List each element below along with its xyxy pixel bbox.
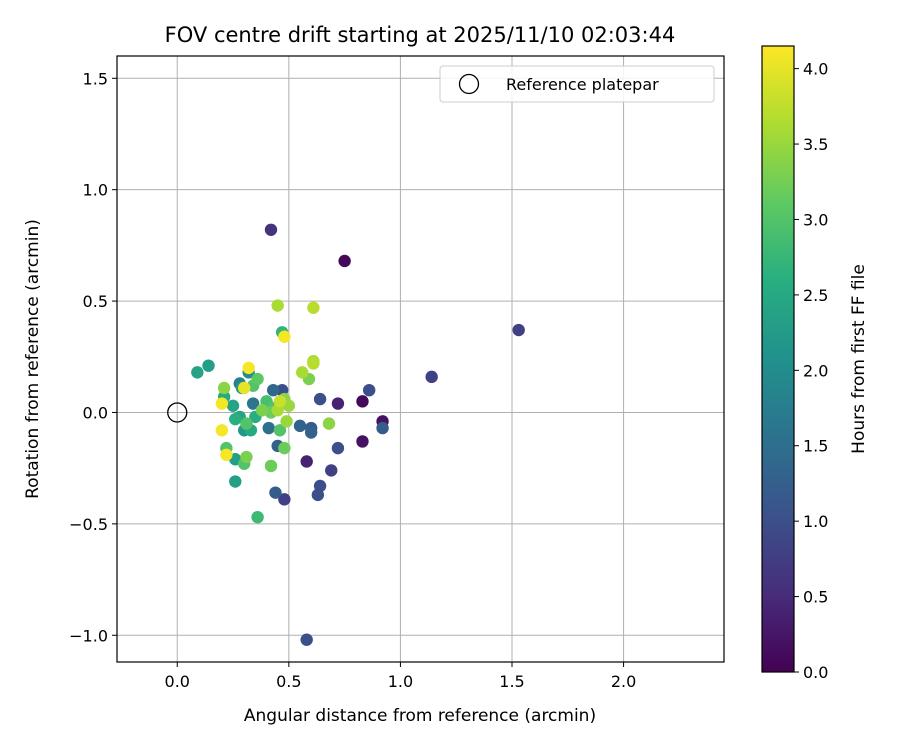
scatter-point: [251, 372, 264, 386]
y-tick-label: −1.0: [69, 626, 108, 645]
scatter-point: [238, 381, 251, 395]
scatter-point: [264, 223, 278, 236]
scatter-point: [325, 464, 338, 477]
scatter-point: [322, 417, 336, 430]
plot-frame: [116, 55, 725, 663]
legend: Reference platepar: [439, 65, 715, 103]
scatter-point: [246, 397, 260, 410]
x-axis-ticks: 0.0 0.5 1.0 1.5 2.0: [165, 662, 636, 691]
scatter-point: [202, 359, 215, 372]
y-tick-label: 0.5: [83, 292, 108, 311]
scatter-point: [240, 450, 253, 464]
scatter-point: [313, 392, 327, 406]
plot-area: 0.0 0.5 1.0 1.5 2.0 −1.0 −0.5 0.0 0.5 1.0 1.5: [69, 55, 725, 691]
grid: [117, 56, 724, 662]
colorbar-tick-label: 3.5: [803, 135, 828, 154]
y-tick-label: −0.5: [69, 515, 108, 534]
scatter-point: [273, 424, 287, 437]
scatter-point: [269, 486, 282, 499]
legend-marker-icon: [458, 73, 480, 95]
scatter-point: [273, 395, 287, 408]
reference-platepar-marker: [167, 402, 188, 423]
scatter-point: [264, 459, 278, 473]
scatter-point: [296, 366, 309, 379]
scatter-point: [338, 254, 351, 268]
scatter-point: [307, 357, 320, 370]
y-axis-label: Rotation from reference (arcmin): [23, 219, 43, 499]
colorbar-tick-label: 2.5: [803, 286, 828, 305]
y-tick-label: 0.0: [83, 403, 108, 422]
x-tick-label: 2.0: [611, 672, 636, 691]
colorbar-tick-label: 2.0: [803, 361, 828, 380]
plot-background: [117, 56, 724, 662]
colorbar-gradient: [762, 46, 794, 672]
scatter-point: [356, 395, 369, 408]
colorbar: 0.0 0.5 1.0 1.5 2.0 2.5 3.0 3.5 4.0 Hours from f…: [761, 45, 869, 682]
x-tick-label: 0.0: [165, 672, 190, 691]
scatter-point: [362, 383, 376, 397]
y-axis-ticks: −1.0 −0.5 0.0 0.5 1.0 1.5: [69, 69, 117, 645]
scatter-point: [217, 381, 231, 395]
scatter-point: [425, 370, 438, 384]
scatter-point: [278, 441, 291, 455]
x-axis-label: Angular distance from reference (arcmin): [244, 706, 596, 726]
scatter-point: [215, 424, 229, 437]
colorbar-tick-label: 3.0: [803, 210, 828, 229]
colorbar-ticks: 0.0 0.5 1.0 1.5 2.0 2.5 3.0 3.5 4.0: [794, 60, 828, 682]
scatter-point: [356, 435, 369, 448]
scatter-point: [255, 404, 269, 417]
scatter-point: [307, 301, 320, 314]
scatter-point: [251, 510, 264, 524]
scatter-point: [215, 397, 229, 410]
scatter-point: [311, 488, 325, 502]
scatter-point: [293, 419, 307, 433]
chart-title: FOV centre drift starting at 2025/11/10 …: [165, 23, 676, 47]
legend-box: [439, 65, 715, 103]
scatter-point: [229, 412, 242, 426]
scatter-point: [300, 455, 313, 468]
y-tick-label: 1.5: [83, 69, 108, 88]
colorbar-tick-label: 0.0: [803, 663, 828, 682]
scatter-point: [229, 475, 242, 488]
x-tick-label: 1.0: [388, 672, 413, 691]
scatter-point: [267, 383, 280, 397]
colorbar-label: Hours from first FF file: [849, 264, 869, 454]
scatter-point: [278, 330, 291, 343]
scatter-point: [240, 417, 253, 430]
scatter-point: [331, 397, 345, 410]
scatter-point: [226, 399, 240, 412]
scatter-point: [220, 448, 233, 462]
scatter-point: [376, 421, 389, 435]
scatter-point: [512, 323, 525, 337]
y-tick-label: 1.0: [83, 181, 108, 200]
colorbar-tick-label: 1.0: [803, 512, 828, 531]
scatter-point: [242, 361, 255, 375]
scatter-point: [262, 421, 275, 435]
scatter-point: [331, 441, 345, 455]
colorbar-tick-label: 0.5: [803, 588, 828, 607]
x-tick-label: 0.5: [276, 672, 301, 691]
scatter-point: [300, 633, 313, 646]
scatter-point: [278, 493, 291, 506]
scatter-point: [271, 299, 284, 312]
x-tick-label: 1.5: [499, 672, 524, 691]
scatter-points: [191, 223, 525, 646]
colorbar-tick-label: 4.0: [803, 60, 828, 79]
colorbar-frame: [761, 45, 795, 673]
colorbar-tick-label: 1.5: [803, 437, 828, 456]
scatter-point: [304, 426, 318, 439]
scatter-point: [191, 366, 204, 379]
scatter-point: [280, 415, 293, 428]
legend-label: Reference platepar: [506, 75, 659, 94]
